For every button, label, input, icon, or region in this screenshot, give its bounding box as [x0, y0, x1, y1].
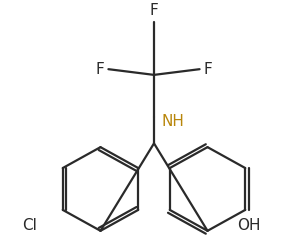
- Text: F: F: [96, 62, 104, 77]
- Text: OH: OH: [237, 218, 261, 233]
- Text: Cl: Cl: [22, 218, 37, 233]
- Text: F: F: [150, 3, 158, 18]
- Text: F: F: [204, 62, 212, 77]
- Text: NH: NH: [162, 114, 185, 129]
